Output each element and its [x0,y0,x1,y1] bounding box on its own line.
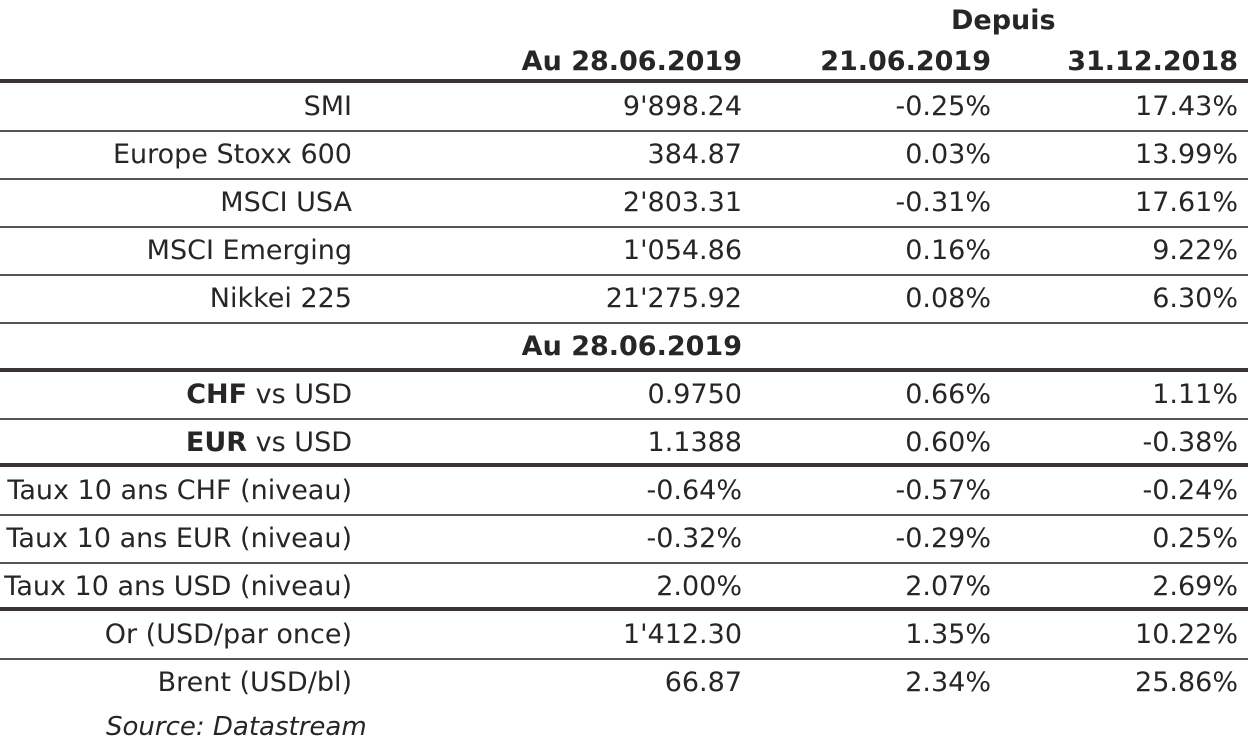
row-divider [0,562,1248,564]
table-row: Taux 10 ans USD (niveau) 2.00% 2.07% 2.6… [0,563,1252,611]
header-col-ytd: 31.12.2018 [1067,46,1238,77]
row-label: Taux 10 ans EUR (niveau) [6,523,352,554]
row-change-ytd: 17.43% [1135,91,1238,122]
table-row: Brent (USD/bl) 66.87 2.34% 25.86% [0,659,1252,707]
row-value: 2.00% [656,571,742,602]
row-label: Taux 10 ans USD (niveau) [4,571,352,602]
row-value: 384.87 [647,139,742,170]
row-divider [0,130,1248,132]
header-rule [0,79,1248,83]
row-change-ytd: 6.30% [1152,283,1238,314]
currency-pair-rest: vs USD [247,427,352,458]
row-change-ytd: 2.69% [1152,571,1238,602]
currency-pair-rest: vs USD [247,379,352,410]
row-label: EUR vs USD [186,419,352,467]
row-value: 1.1388 [647,427,742,458]
row-change-ytd: 25.86% [1135,667,1238,698]
row-label: Europe Stoxx 600 [112,139,352,170]
row-label: Or (USD/par once) [104,619,352,650]
row-change-ytd: 0.25% [1152,523,1238,554]
row-change-ytd: 9.22% [1152,235,1238,266]
row-label: SMI [303,91,352,122]
row-value: -0.64% [646,475,742,506]
currency-code: CHF [186,379,248,410]
header-depuis: Depuis [951,5,1056,36]
row-change-week: -0.29% [895,523,991,554]
row-change-ytd: 17.61% [1135,187,1238,218]
row-divider [0,178,1248,180]
header-col-weekly: 21.06.2019 [820,46,991,77]
row-divider [0,274,1248,276]
row-change-ytd: -0.38% [1142,427,1238,458]
row-change-week: 0.16% [905,235,991,266]
section-header-row: Au 28.06.2019 [0,323,1252,371]
row-divider [0,226,1248,228]
row-change-week: 2.07% [905,571,991,602]
row-divider [0,514,1248,516]
row-label: Brent (USD/bl) [157,667,352,698]
row-divider [0,418,1248,420]
row-value: 21'275.92 [605,283,742,314]
row-change-week: 1.35% [905,619,991,650]
row-change-ytd: 1.11% [1152,379,1238,410]
row-change-ytd: -0.24% [1142,475,1238,506]
section-header: Au 28.06.2019 [521,331,742,362]
row-label: Nikkei 225 [209,283,352,314]
table-row: MSCI Emerging 1'054.86 0.16% 9.22% [0,227,1252,275]
table-row: SMI 9'898.24 -0.25% 17.43% [0,83,1252,131]
row-value: 1'412.30 [622,619,742,650]
row-change-week: 0.03% [905,139,991,170]
table-row: CHF vs USD 0.9750 0.66% 1.11% [0,371,1252,419]
row-divider [0,322,1248,324]
row-value: 66.87 [664,667,742,698]
section-rule [0,368,1248,372]
currency-code: EUR [185,427,248,458]
row-value: 9'898.24 [622,91,742,122]
row-value: -0.32% [646,523,742,554]
table-row: Europe Stoxx 600 384.87 0.03% 13.99% [0,131,1252,179]
row-label: MSCI USA [220,187,352,218]
row-change-week: 0.66% [905,379,991,410]
row-divider [0,658,1248,660]
row-change-week: 2.34% [905,667,991,698]
table-row: Taux 10 ans EUR (niveau) -0.32% -0.29% 0… [0,515,1252,563]
row-label: MSCI Emerging [146,235,352,266]
source-note: Source: Datastream [106,712,367,742]
row-change-week: -0.31% [895,187,991,218]
header-col-au-date: Au 28.06.2019 [521,46,742,77]
row-change-ytd: 13.99% [1135,139,1238,170]
table-row: Or (USD/par once) 1'412.30 1.35% 10.22% [0,611,1252,659]
table-row: MSCI USA 2'803.31 -0.31% 17.61% [0,179,1252,227]
row-change-week: -0.25% [895,91,991,122]
row-label: Taux 10 ans CHF (niveau) [7,475,352,506]
section-rule [0,463,1248,467]
row-value: 0.9750 [647,379,742,410]
row-change-week: 0.60% [905,427,991,458]
row-value: 2'803.31 [622,187,742,218]
table-row: Nikkei 225 21'275.92 0.08% 6.30% [0,275,1252,323]
table-row: Taux 10 ans CHF (niveau) -0.64% -0.57% -… [0,467,1252,515]
row-value: 1'054.86 [622,235,742,266]
table-row: EUR vs USD 1.1388 0.60% -0.38% [0,419,1252,467]
row-label: CHF vs USD [186,371,352,419]
row-change-ytd: 10.22% [1135,619,1238,650]
row-change-week: 0.08% [905,283,991,314]
section-rule [0,607,1248,611]
row-change-week: -0.57% [895,475,991,506]
